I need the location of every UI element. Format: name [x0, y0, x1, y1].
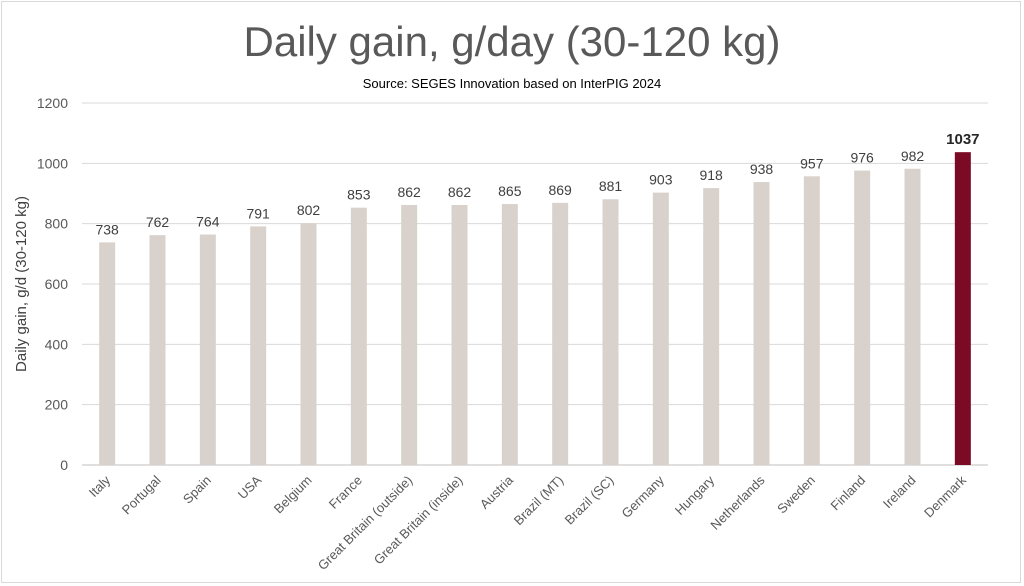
category-label: Finland [828, 473, 869, 514]
data-labels: 738 762 764 791 802 853 862 862 865 869 881 903 918 9… [95, 131, 979, 237]
bar [803, 176, 820, 465]
data-label: 957 [800, 155, 824, 171]
x-axis-categories: Italy Portugal Spain USA Belgium FranceGreat … [86, 472, 969, 573]
bar [451, 204, 468, 466]
category-label: Portugal [119, 472, 164, 517]
data-label: 869 [548, 182, 572, 198]
data-label: 982 [901, 148, 925, 164]
data-label: 764 [196, 214, 220, 230]
bar [552, 202, 569, 465]
chart-subtitle: Source: SEGES Innovation based on InterP… [362, 76, 662, 91]
y-axis-label: Daily gain, g/d (30-120 kg) [13, 196, 30, 372]
category-label: Denmark [921, 472, 969, 520]
data-label: 853 [347, 187, 371, 203]
data-label: 802 [297, 202, 321, 218]
category-label: Belgium [271, 473, 315, 517]
data-label: 791 [246, 205, 270, 221]
category-label: Brazil (SC) [562, 473, 617, 528]
bar [350, 207, 367, 465]
category-label: Netherlands [707, 472, 768, 533]
category-label: Brazil (MT) [511, 473, 567, 529]
data-label: 903 [649, 172, 673, 188]
bar [954, 152, 971, 465]
data-label: 862 [448, 184, 472, 200]
bar [250, 226, 267, 465]
data-label: 1037 [946, 131, 979, 148]
category-label: USA [235, 472, 265, 502]
bar [753, 182, 770, 465]
category-label: Great Britain (inside) [371, 473, 466, 568]
y-tick-label: 200 [45, 397, 69, 413]
bar [99, 242, 116, 465]
data-label: 862 [397, 184, 421, 200]
category-label: Ireland [880, 473, 919, 512]
category-label: Hungary [672, 472, 718, 518]
category-label: Germany [619, 472, 668, 521]
bar [501, 204, 518, 465]
y-tick-label: 600 [45, 276, 69, 292]
data-label: 938 [750, 161, 774, 177]
category-label: Italy [86, 472, 114, 500]
bar [703, 188, 720, 465]
y-axis-ticks: 0 200 400 600 800 1000 1200 [37, 95, 68, 473]
category-label: Austria [477, 472, 517, 512]
data-label: 881 [599, 178, 623, 194]
data-label: 976 [850, 150, 874, 166]
y-tick-label: 800 [45, 216, 69, 232]
bar [602, 199, 619, 465]
category-label: Sweden [774, 473, 818, 517]
data-label: 762 [146, 214, 170, 230]
gridlines [82, 102, 988, 466]
category-label: France [326, 473, 365, 512]
y-tick-label: 1200 [37, 95, 68, 111]
category-label: Spain [180, 473, 214, 507]
data-label: 738 [95, 221, 119, 237]
bar [401, 204, 418, 466]
y-tick-label: 0 [60, 457, 68, 473]
bar [300, 223, 317, 465]
category-label: Great Britain (outside) [315, 473, 416, 574]
bar [149, 235, 166, 465]
data-label: 865 [498, 183, 522, 199]
y-tick-label: 1000 [37, 155, 68, 171]
y-tick-label: 400 [45, 336, 69, 352]
bar [904, 168, 921, 465]
bar [199, 234, 216, 465]
data-label: 918 [699, 167, 723, 183]
bar [652, 192, 669, 465]
bars [99, 152, 971, 466]
chart-title: Daily gain, g/day (30-120 kg) [243, 18, 781, 65]
bar [854, 170, 871, 465]
